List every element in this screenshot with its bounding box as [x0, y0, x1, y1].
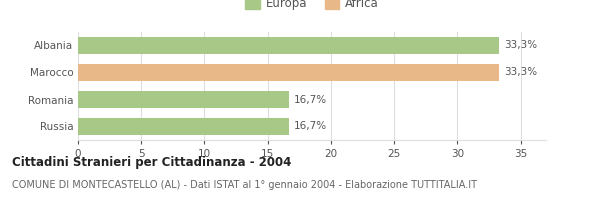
- Bar: [78, 91, 289, 108]
- Legend: Europa, Africa: Europa, Africa: [241, 0, 383, 15]
- Text: 33,3%: 33,3%: [504, 68, 538, 77]
- Text: 33,3%: 33,3%: [504, 40, 538, 50]
- Bar: [78, 37, 499, 54]
- Bar: [78, 64, 499, 81]
- Text: COMUNE DI MONTECASTELLO (AL) - Dati ISTAT al 1° gennaio 2004 - Elaborazione TUTT: COMUNE DI MONTECASTELLO (AL) - Dati ISTA…: [12, 180, 477, 190]
- Text: 16,7%: 16,7%: [294, 95, 328, 104]
- Text: Cittadini Stranieri per Cittadinanza - 2004: Cittadini Stranieri per Cittadinanza - 2…: [12, 156, 292, 169]
- Text: 16,7%: 16,7%: [294, 121, 328, 132]
- Bar: [78, 118, 289, 135]
